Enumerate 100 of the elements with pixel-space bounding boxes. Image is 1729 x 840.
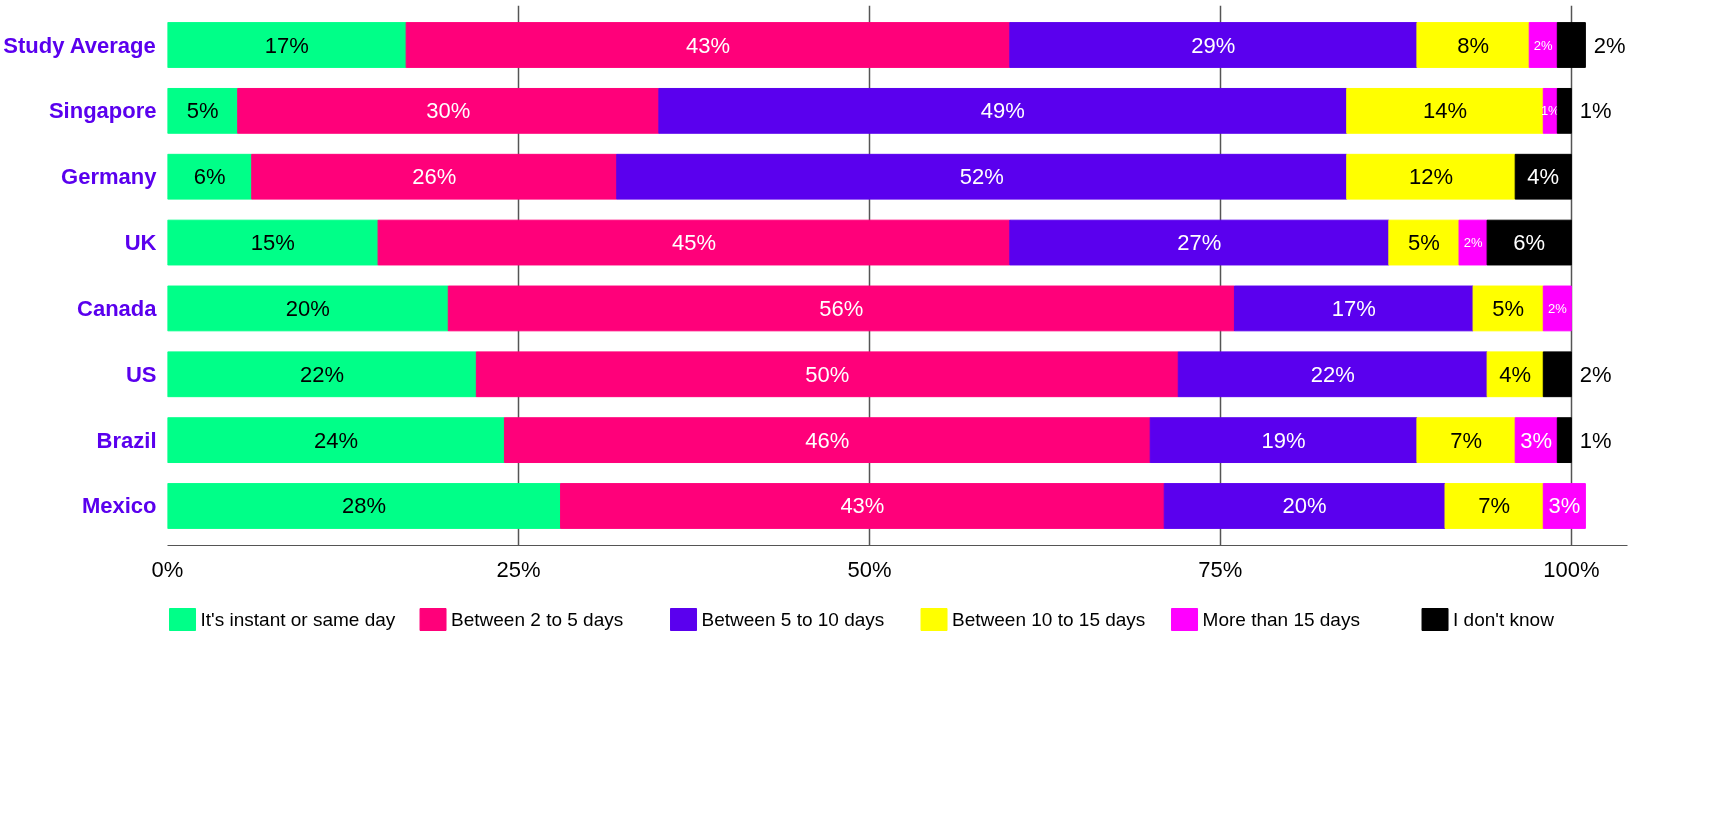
bar — [1486, 219, 1572, 266]
data-label: 14% — [1422, 98, 1468, 124]
data-label: 43% — [685, 32, 731, 58]
data-label: 20% — [1282, 493, 1327, 519]
data-label: 2% — [1547, 300, 1568, 316]
bar — [1163, 483, 1446, 529]
data-label: 4% — [1527, 164, 1560, 190]
bar — [167, 153, 253, 200]
bar — [1009, 219, 1390, 266]
legend-label: Between 2 to 5 days — [451, 609, 624, 630]
data-label: 56% — [819, 295, 864, 321]
legend-label: Between 5 to 10 days — [701, 609, 885, 630]
data-label: 26% — [412, 164, 457, 190]
data-label: 1% — [1579, 427, 1612, 453]
bar — [1388, 219, 1460, 266]
bar — [1556, 87, 1572, 134]
data-label: 24% — [313, 427, 358, 453]
data-label: 46% — [805, 427, 850, 453]
y-tick-label: Mexico — [81, 493, 157, 519]
data-label: 27% — [1177, 230, 1222, 256]
bar — [167, 417, 505, 464]
bar — [1416, 417, 1516, 464]
data-label: 8% — [1457, 32, 1489, 58]
bar — [1542, 351, 1572, 398]
data-label: 1% — [1579, 98, 1612, 124]
data-label: 12% — [1408, 164, 1453, 190]
bar — [1149, 417, 1418, 464]
y-tick-label: Study Average — [3, 32, 156, 58]
data-label: 29% — [1191, 32, 1236, 58]
bar — [616, 153, 1348, 200]
bar — [1542, 285, 1572, 332]
bar — [1233, 285, 1474, 332]
data-label: 17% — [264, 32, 309, 58]
data-label: 2% — [1579, 361, 1612, 387]
data-label: 7% — [1478, 493, 1511, 519]
data-label: 30% — [426, 98, 471, 124]
bar — [1346, 87, 1544, 134]
data-label: 7% — [1450, 427, 1482, 453]
bar — [251, 153, 618, 200]
bar — [447, 285, 1235, 332]
x-tick-label: 0% — [151, 556, 184, 582]
legend-label: More than 15 days — [1202, 609, 1360, 630]
data-label: 43% — [840, 493, 885, 519]
bar — [167, 483, 562, 529]
y-tick-label: Singapore — [48, 98, 157, 124]
y-tick-label: US — [125, 361, 157, 387]
bar — [475, 351, 1179, 398]
bar — [167, 351, 477, 398]
data-label: 22% — [1310, 361, 1355, 387]
data-label: 22% — [299, 361, 344, 387]
data-label: 5% — [1408, 230, 1440, 256]
data-label: 5% — [1492, 295, 1525, 321]
bar — [1556, 22, 1586, 68]
bar — [658, 87, 1348, 134]
data-label: 15% — [250, 230, 295, 256]
bar — [167, 22, 407, 68]
data-label: 28% — [342, 493, 387, 519]
bar — [1486, 351, 1544, 398]
bar — [1444, 483, 1544, 529]
bar — [1514, 153, 1572, 200]
bar — [560, 483, 1165, 529]
bar — [1346, 153, 1516, 200]
bar — [1177, 351, 1488, 398]
bar — [1416, 22, 1530, 68]
x-tick-label: 75% — [1198, 556, 1243, 582]
y-tick-label: Brazil — [96, 427, 157, 453]
y-tick-label: UK — [124, 230, 157, 256]
data-label: 6% — [1513, 230, 1546, 256]
data-label: 2% — [1463, 235, 1483, 251]
data-label: 17% — [1331, 295, 1376, 321]
data-label: 20% — [285, 295, 330, 321]
x-tick-label: 100% — [1543, 556, 1600, 582]
data-label: 6% — [193, 164, 226, 190]
data-label: 3% — [1520, 427, 1553, 453]
data-label: 4% — [1499, 361, 1532, 387]
y-tick-label: Canada — [77, 295, 158, 321]
bar — [167, 87, 239, 134]
data-label: 2% — [1593, 32, 1626, 58]
legend-label: Between 10 to 15 days — [952, 609, 1146, 630]
data-label: 2% — [1533, 37, 1554, 53]
data-label: 19% — [1261, 427, 1306, 453]
x-tick-label: 25% — [496, 556, 541, 582]
data-label: 5% — [186, 98, 219, 124]
data-label: 50% — [805, 361, 850, 387]
bar — [167, 285, 449, 332]
bar — [503, 417, 1151, 464]
legend-label: I don't know — [1453, 609, 1555, 630]
legend-label: It's instant or same day — [200, 609, 396, 630]
data-label: 45% — [671, 230, 716, 256]
bar — [237, 87, 660, 134]
data-label: 49% — [980, 98, 1025, 124]
bar — [167, 219, 379, 266]
data-label: 3% — [1548, 493, 1581, 519]
bar — [405, 22, 1011, 68]
data-label: 52% — [959, 164, 1004, 190]
bar — [377, 219, 1011, 266]
y-tick-label: Germany — [61, 164, 158, 190]
bar — [1556, 417, 1572, 464]
bar — [1009, 22, 1418, 68]
bar — [1472, 285, 1544, 332]
